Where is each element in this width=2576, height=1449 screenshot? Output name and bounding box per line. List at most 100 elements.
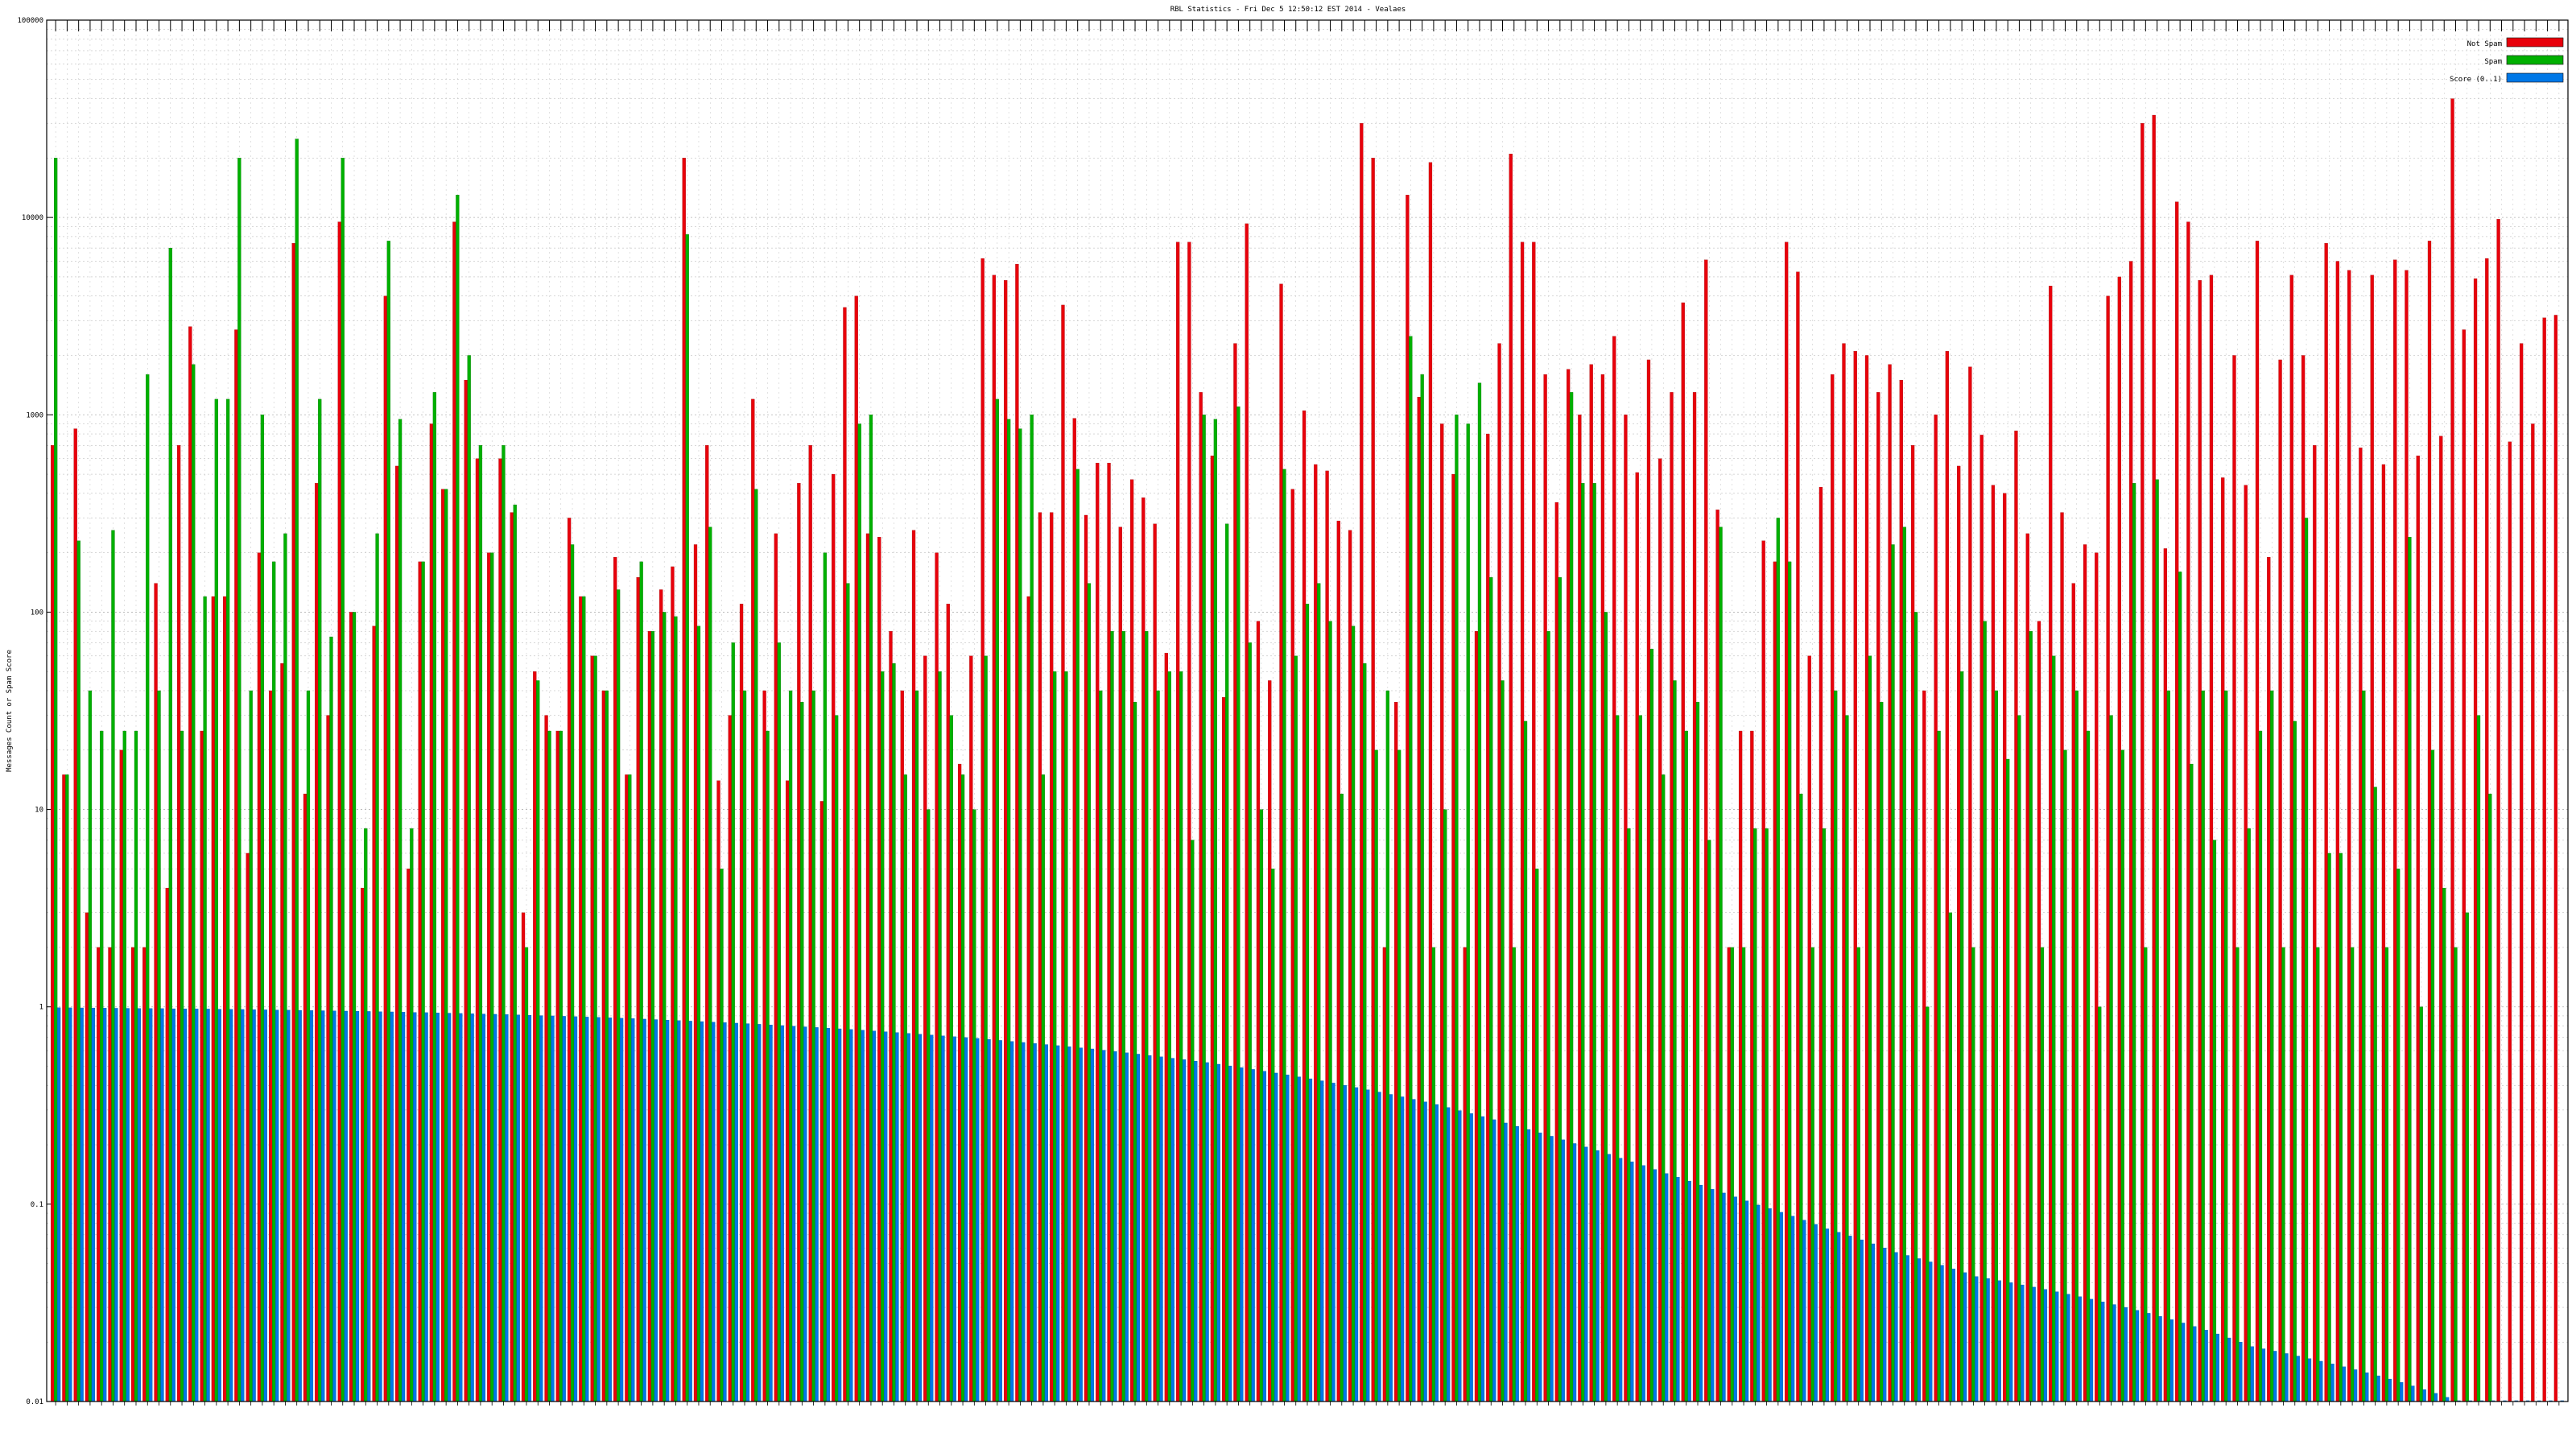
- not-spam-bar: [315, 483, 319, 1402]
- not-spam-bar: [1004, 280, 1008, 1402]
- not-spam-bar: [1141, 497, 1146, 1402]
- not-spam-bar: [992, 275, 997, 1402]
- score-bar: [1102, 1050, 1106, 1402]
- spam-bar: [1202, 415, 1206, 1402]
- score-bar: [68, 1007, 72, 1402]
- score-bar: [137, 1008, 142, 1402]
- not-spam-bar: [935, 552, 939, 1402]
- score-bar: [1779, 1212, 1783, 1402]
- not-spam-bar: [383, 295, 387, 1402]
- not-spam-bar: [257, 552, 262, 1402]
- not-spam-bar: [2324, 243, 2328, 1402]
- not-spam-bar: [510, 512, 514, 1402]
- score-bar: [1951, 1269, 1955, 1402]
- not-spam-bar: [2083, 544, 2087, 1402]
- not-spam-bar: [1451, 473, 1455, 1402]
- score-bar: [447, 1013, 452, 1402]
- score-bar: [1744, 1200, 1749, 1402]
- not-spam-bar: [372, 625, 376, 1402]
- spam-bar: [2350, 947, 2355, 1402]
- not-spam-bar: [1922, 690, 1926, 1402]
- legend-swatch: [2506, 72, 2564, 83]
- score-bar: [493, 1013, 497, 1402]
- not-spam-bar: [154, 583, 158, 1402]
- not-spam-bar: [1831, 374, 1835, 1402]
- not-spam-bar: [2416, 456, 2420, 1402]
- y-tick-label: 10000: [22, 214, 43, 222]
- score-bar: [1940, 1265, 1944, 1402]
- score-bar: [666, 1019, 670, 1402]
- not-spam-bar: [223, 596, 227, 1402]
- score-bar: [1033, 1043, 1037, 1402]
- spam-bar: [1294, 655, 1298, 1402]
- score-bar: [2330, 1364, 2334, 1402]
- spam-bar: [570, 544, 575, 1402]
- not-spam-bar: [394, 465, 399, 1402]
- spam-bar: [1420, 374, 1424, 1402]
- not-spam-bar: [291, 243, 295, 1402]
- not-spam-bar: [1118, 526, 1122, 1402]
- not-spam-bar: [108, 947, 112, 1402]
- spam-bar: [2465, 912, 2469, 1402]
- score-bar: [1286, 1075, 1290, 1402]
- score-bar: [275, 1009, 279, 1402]
- not-spam-bar: [1050, 512, 1054, 1402]
- not-spam-bar: [2255, 241, 2260, 1402]
- not-spam-bar: [2003, 493, 2007, 1402]
- score-bar: [677, 1020, 681, 1402]
- not-spam-bar: [1279, 283, 1283, 1402]
- score-bar: [103, 1008, 107, 1402]
- not-spam-bar: [1796, 271, 1800, 1402]
- spam-bar: [352, 612, 357, 1402]
- spam-bar: [754, 489, 758, 1402]
- spam-bar: [777, 642, 781, 1402]
- score-bar: [1412, 1099, 1416, 1402]
- not-spam-bar: [441, 489, 445, 1402]
- not-spam-bar: [957, 763, 962, 1402]
- not-spam-bar: [762, 690, 766, 1402]
- not-spam-bar: [969, 655, 973, 1402]
- spam-bar: [2476, 715, 2481, 1402]
- not-spam-bar: [1187, 242, 1191, 1402]
- not-spam-bar: [682, 158, 686, 1402]
- score-bar: [1986, 1278, 1990, 1402]
- spam-bar: [1959, 671, 1964, 1402]
- y-axis-ticks: 0.01 0.1 1 10 100 1000 10000 100000: [17, 17, 53, 1406]
- spam-bar: [2166, 690, 2170, 1402]
- score-bar: [1205, 1062, 1209, 1402]
- not-spam-bar: [1394, 702, 1398, 1402]
- not-spam-bar: [544, 715, 548, 1402]
- not-spam-bar: [2278, 359, 2282, 1402]
- score-bar: [2043, 1289, 2048, 1402]
- spam-bar: [720, 869, 724, 1402]
- not-spam-bar: [980, 258, 985, 1402]
- score-bar: [2342, 1366, 2346, 1402]
- not-spam-bar: [73, 428, 77, 1402]
- spam-bar: [76, 540, 80, 1402]
- not-spam-bar: [865, 533, 870, 1402]
- not-spam-bar: [246, 852, 250, 1402]
- spam-bar: [272, 561, 276, 1402]
- not-spam-bar: [1290, 489, 1294, 1402]
- spam-bar: [984, 655, 988, 1402]
- not-spam-bar: [2393, 259, 2397, 1402]
- spam-bar: [2408, 537, 2412, 1402]
- legend: Not Spam Spam Score (0..1): [2450, 37, 2564, 84]
- spam-bar: [2109, 715, 2113, 1402]
- spam-bar: [490, 552, 494, 1402]
- not-spam-bar: [1727, 947, 1731, 1402]
- score-bar: [2273, 1351, 2277, 1402]
- not-spam-bar: [2313, 445, 2317, 1402]
- spam-bar: [1466, 423, 1470, 1402]
- score-bar: [884, 1031, 888, 1402]
- spam-bar: [1948, 912, 1952, 1402]
- spam-bar: [1695, 702, 1700, 1402]
- score-bar: [1079, 1047, 1083, 1402]
- spam-bar: [432, 392, 437, 1402]
- y-tick-label: 10: [35, 807, 43, 815]
- not-spam-bar: [1566, 369, 1571, 1402]
- not-spam-bar: [2496, 219, 2500, 1402]
- not-spam-bar: [1153, 523, 1157, 1402]
- score-bar: [1757, 1204, 1761, 1402]
- spam-bar: [1753, 828, 1757, 1402]
